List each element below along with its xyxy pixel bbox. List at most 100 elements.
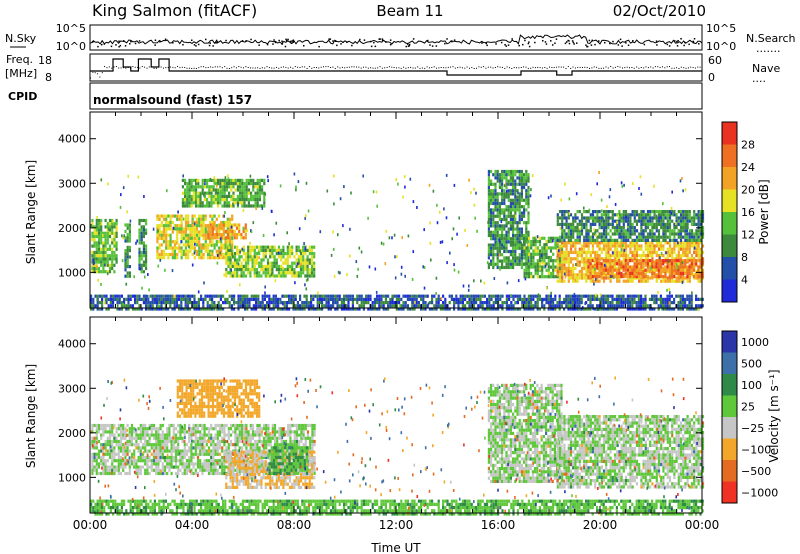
- data-cell: [241, 188, 244, 192]
- data-cell: [487, 243, 490, 247]
- data-cell: [221, 194, 224, 198]
- data-cell: [505, 217, 508, 222]
- data-cell: [288, 252, 292, 256]
- nave-point: [217, 66, 219, 68]
- data-cell: [439, 307, 442, 311]
- data-cell: [583, 235, 586, 239]
- data-cell: [657, 216, 661, 220]
- data-cell: [686, 210, 689, 214]
- data-cell: [690, 222, 694, 226]
- data-cell: [91, 260, 94, 264]
- data-cell: [95, 260, 98, 264]
- data-cell: [644, 307, 647, 311]
- data-cell: [483, 301, 486, 305]
- data-cell: [490, 259, 493, 263]
- data-cell: [653, 244, 656, 248]
- data-cell: [151, 304, 154, 308]
- data-cell: [567, 294, 570, 298]
- data-cell: [263, 198, 266, 202]
- data-cell: [498, 182, 501, 186]
- data-cell: [668, 247, 672, 251]
- data-cell: [286, 268, 289, 272]
- data-cell: [527, 205, 530, 209]
- data-cell: [494, 307, 497, 311]
- data-cell: [627, 216, 630, 220]
- data-cell: [167, 220, 170, 225]
- data-cell: [675, 279, 678, 283]
- data-cell: [216, 226, 219, 230]
- data-cell: [563, 263, 566, 267]
- data-cell: [688, 241, 691, 245]
- data-cell: [657, 257, 661, 261]
- nave-point: [94, 72, 96, 74]
- data-cell: [657, 235, 661, 239]
- data-cell: [505, 259, 508, 263]
- data-cell: [329, 304, 332, 308]
- data-cell: [642, 270, 645, 274]
- data-cell: [358, 307, 361, 311]
- data-cell: [241, 194, 244, 198]
- data-cell: [222, 256, 225, 260]
- data-cell: [242, 229, 245, 233]
- data-cell: [637, 297, 640, 301]
- data-cell: [591, 241, 595, 245]
- data-cell: [525, 208, 528, 212]
- data-cell: [640, 222, 643, 226]
- data-cell: [457, 307, 460, 311]
- data-cell: [281, 307, 284, 311]
- nave-point: [259, 67, 261, 69]
- data-cell: [257, 304, 260, 308]
- data-cell: [547, 265, 550, 269]
- data-cell: [514, 195, 517, 199]
- nave-point: [645, 66, 647, 68]
- data-cell: [128, 249, 131, 253]
- data-cell: [569, 294, 572, 298]
- data-cell: [206, 224, 210, 228]
- data-cell: [140, 254, 143, 258]
- data-cell: [140, 263, 143, 267]
- data-cell: [677, 241, 680, 245]
- data-cell: [126, 239, 129, 243]
- data-cell: [697, 250, 700, 254]
- data-cell: [283, 294, 286, 298]
- data-cell: [279, 307, 282, 311]
- cpid-label: CPID: [8, 90, 37, 103]
- data-cell: [158, 233, 161, 237]
- data-cell: [362, 174, 364, 178]
- data-cell: [338, 294, 341, 298]
- data-cell: [180, 220, 183, 225]
- data-cell: [503, 214, 506, 218]
- data-cell: [160, 294, 163, 298]
- data-cell: [598, 262, 601, 266]
- data-cell: [246, 294, 249, 298]
- data-cell: [699, 232, 702, 236]
- data-cell: [228, 240, 232, 244]
- data-cell: [509, 198, 512, 202]
- data-cell: [556, 222, 559, 226]
- data-cell: [169, 220, 172, 225]
- data-cell: [277, 271, 281, 275]
- data-cell: [293, 271, 296, 275]
- data-cell: [558, 216, 562, 220]
- data-cell: [261, 307, 264, 311]
- data-cell: [644, 247, 647, 251]
- data-cell: [662, 254, 665, 258]
- data-cell: [442, 307, 445, 311]
- data-cell: [213, 246, 216, 250]
- data-cell: [242, 258, 245, 262]
- data-cell: [666, 307, 669, 311]
- data-cell: [585, 260, 588, 264]
- data-cell: [509, 262, 512, 266]
- data-cell: [188, 198, 191, 202]
- data-cell: [270, 307, 273, 311]
- data-cell: [607, 266, 610, 270]
- data-cell: [256, 178, 259, 182]
- nave-point: [179, 67, 181, 69]
- data-cell: [241, 191, 244, 195]
- data-cell: [525, 297, 528, 301]
- data-cell: [197, 304, 200, 308]
- data-cell: [549, 301, 552, 305]
- data-cell: [673, 238, 676, 242]
- data-cell: [549, 265, 553, 269]
- data-cell: [402, 301, 405, 305]
